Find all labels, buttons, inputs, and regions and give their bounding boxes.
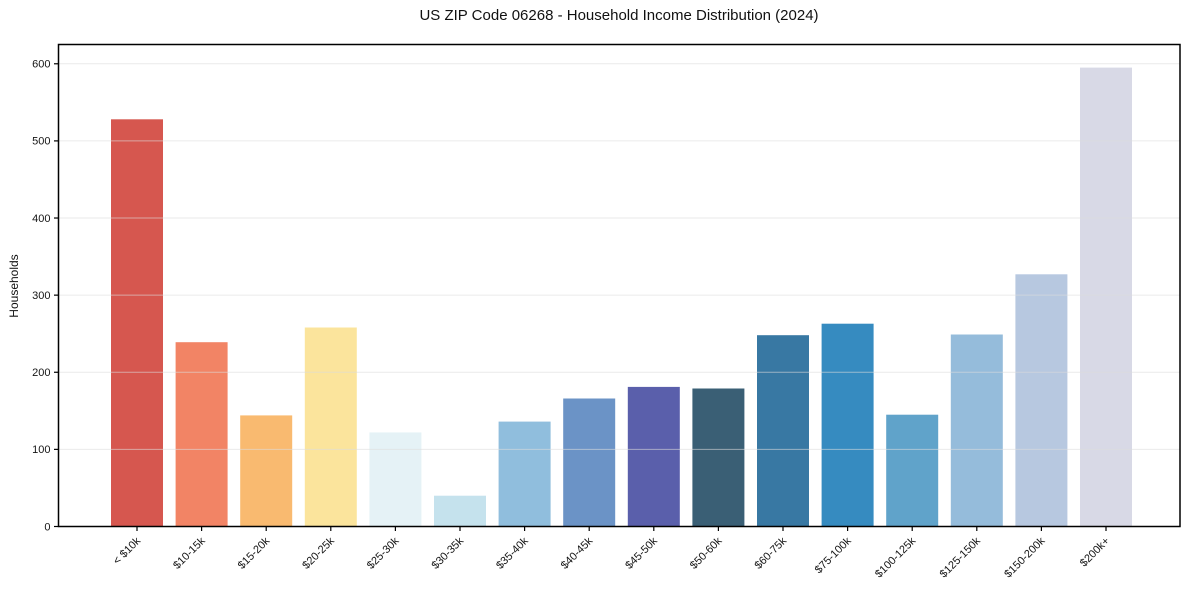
bar-$125-150k <box>950 334 1003 527</box>
x-tick-label: $125-150k <box>938 535 984 581</box>
bar-$15-20k <box>240 415 293 527</box>
bar-$30-35k <box>434 495 486 527</box>
bar-$35-40k <box>498 421 551 527</box>
bar-$150-200k <box>1015 274 1068 527</box>
x-tick-label: $10-15k <box>171 535 208 572</box>
bar-$20-25k <box>304 327 357 527</box>
bar-$45-50k <box>627 386 680 527</box>
y-tick-label: 0 <box>44 521 50 533</box>
x-tick-label: $150-200k <box>1002 535 1048 581</box>
bar-$10-15k <box>175 342 228 527</box>
bar-$50-60k <box>692 388 745 527</box>
x-tick-label: $35-40k <box>494 535 531 572</box>
bar-$25-30k <box>369 432 422 527</box>
x-tick-label: $25-30k <box>365 535 402 572</box>
bar-$40-45k <box>563 398 616 527</box>
y-tick-label: 200 <box>32 367 50 379</box>
bar-$75-100k <box>821 323 874 527</box>
x-tick-label: < $10k <box>111 535 143 567</box>
x-tick-label: $100-125k <box>873 535 919 581</box>
bar-$100-125k <box>886 414 939 527</box>
bar-< $10k <box>111 119 163 527</box>
plot-border <box>57 43 1181 528</box>
chart-title: US ZIP Code 06268 - Household Income Dis… <box>419 7 819 24</box>
x-tick-label: $30-35k <box>430 535 467 572</box>
y-tick-label: 100 <box>32 444 50 456</box>
y-tick-label: 400 <box>32 213 50 225</box>
y-tick-label: 300 <box>32 290 50 302</box>
x-tick-label: $40-45k <box>559 535 596 572</box>
y-tick-label: 600 <box>32 59 50 71</box>
bar-$200k+ <box>1080 67 1132 527</box>
x-tick-label: $50-60k <box>688 535 725 572</box>
y-tick-label: 500 <box>32 136 50 148</box>
x-tick-label: $75-100k <box>813 535 854 576</box>
x-tick-label: $200k+ <box>1078 535 1112 569</box>
x-tick-label: $15-20k <box>236 535 273 572</box>
x-tick-label: $20-25k <box>300 535 337 572</box>
x-tick-label: $60-75k <box>753 535 790 572</box>
bar-$60-75k <box>757 335 809 527</box>
x-tick-label: $45-50k <box>623 535 660 572</box>
